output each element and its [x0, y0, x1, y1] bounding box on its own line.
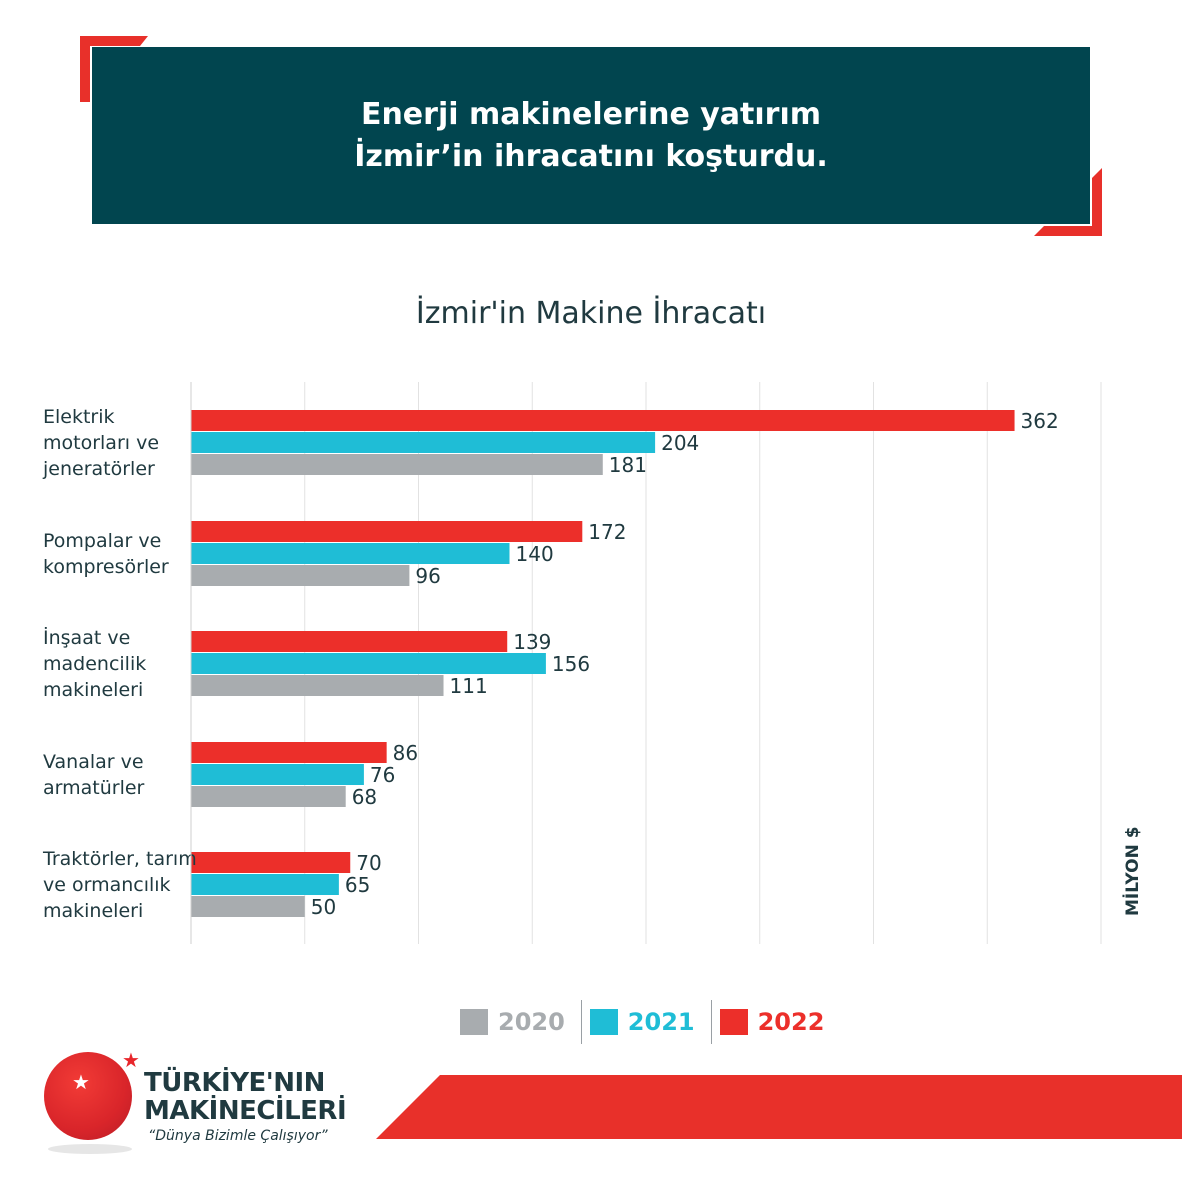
legend-label: 2021 [627, 1008, 695, 1036]
category-label: Traktörler, tarım [42, 848, 197, 870]
footer-red-band [376, 1075, 1182, 1139]
category-label: Vanalar ve [43, 751, 144, 773]
bar-2022 [191, 631, 508, 652]
legend-item-2022: 2022 [710, 1000, 841, 1044]
bar-2022 [191, 742, 387, 763]
legend: 2020 2021 2022 [452, 1000, 840, 1044]
data-label: 86 [393, 741, 418, 765]
data-label: 204 [661, 431, 699, 455]
data-label: 50 [311, 895, 336, 919]
logo-text-line2: MAKİNECİLERİ [144, 1096, 347, 1126]
bar-2022 [191, 410, 1015, 431]
data-label: 181 [609, 453, 647, 477]
star-icon: ★ [122, 1048, 140, 1072]
brand-logo: ★ ★ TÜRKİYE'NIN MAKİNECİLERİ “Dünya Bizi… [38, 1048, 347, 1168]
bar-2020 [191, 565, 410, 586]
bar-chart: 362 204 181 Elektrik motorları ve jeneratörle… [42, 382, 1143, 944]
category-label: kompresörler [43, 556, 169, 578]
legend-label: 2022 [757, 1008, 825, 1036]
category-label: makineleri [43, 900, 143, 922]
legend-swatch [589, 1009, 618, 1035]
category-label: armatürler [43, 777, 145, 799]
data-label: 111 [450, 674, 488, 698]
bar-2020 [191, 786, 346, 807]
legend-swatch [460, 1009, 488, 1035]
data-label: 172 [588, 520, 626, 544]
bar-2021 [191, 653, 546, 674]
banner-title-line2: İzmir’in ihracatını koşturdu. [354, 138, 828, 174]
legend-swatch [719, 1009, 748, 1035]
star-icon: ★ [72, 1070, 90, 1094]
bar-2021 [191, 543, 510, 564]
chart-title: İzmir'in Makine İhracatı [415, 296, 767, 331]
data-label: 362 [1021, 409, 1059, 433]
logo-shadow [48, 1144, 132, 1154]
category-label: madencilik [43, 653, 146, 675]
bar-2022 [191, 852, 351, 873]
header-banner: Enerji makinelerine yatırım İzmir’in ihr… [92, 47, 1090, 224]
data-label: 140 [516, 542, 554, 566]
legend-item-2021: 2021 [580, 1000, 711, 1044]
category-label: makineleri [43, 679, 143, 701]
logo-slogan: “Dünya Bizimle Çalışıyor” [148, 1128, 328, 1144]
data-label: 68 [352, 785, 377, 809]
category-label: jeneratörler [42, 458, 155, 480]
legend-label: 2020 [498, 1008, 565, 1036]
category-label: Pompalar ve [43, 530, 161, 552]
banner-corner-top-left [80, 36, 148, 102]
data-label: 76 [370, 763, 395, 787]
bar-2020 [191, 896, 305, 917]
legend-item-2020: 2020 [452, 1000, 581, 1044]
banner-title-line1: Enerji makinelerine yatırım [360, 96, 822, 132]
banner-corner-bottom-right [1034, 168, 1102, 236]
bar-2022 [191, 521, 583, 542]
category-label: motorları ve [43, 432, 159, 454]
bar-2020 [191, 454, 603, 475]
bar-2020 [191, 675, 444, 696]
data-label: 65 [345, 873, 370, 897]
category-label: ve ormancılık [43, 874, 171, 896]
logo-ball-icon: ★ [44, 1052, 132, 1140]
bar-2021 [191, 432, 656, 453]
category-label: İnşaat ve [43, 626, 130, 649]
unit-label: MİLYON $ [1121, 826, 1143, 916]
data-label: 96 [415, 564, 440, 588]
data-label: 70 [356, 851, 381, 875]
bar-2021 [191, 764, 364, 785]
data-label: 139 [513, 630, 551, 654]
category-label: Elektrik [43, 406, 115, 428]
logo-text-line1: TÜRKİYE'NIN [144, 1068, 325, 1098]
bar-2021 [191, 874, 339, 895]
data-label: 156 [552, 652, 590, 676]
